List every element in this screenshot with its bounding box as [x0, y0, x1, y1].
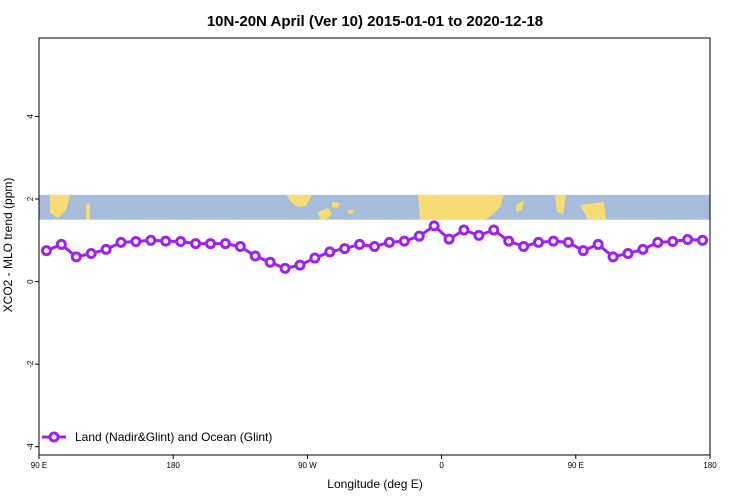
legend-entry-land-ocean: Land (Nadir&Glint) and Ocean (Glint) [75, 430, 272, 444]
x-tick-label: 90 W [298, 461, 317, 470]
legend-marker-swatch [48, 431, 60, 443]
data-point [398, 235, 410, 247]
data-point [339, 243, 351, 255]
data-point [279, 262, 291, 274]
map-land-shape [50, 194, 70, 218]
x-tick-label: 90 E [568, 461, 584, 470]
data-point [518, 241, 530, 252]
data-point [190, 238, 202, 250]
map-land-shape [348, 210, 354, 214]
data-point [204, 238, 216, 250]
data-point [234, 241, 246, 252]
data-point [369, 241, 380, 252]
data-point [264, 256, 276, 268]
data-point [115, 236, 127, 248]
x-tick-label: 90 E [31, 461, 47, 470]
data-point [219, 238, 231, 250]
data-point [682, 233, 694, 245]
data-point [160, 235, 172, 247]
data-point [55, 238, 67, 250]
x-axis: 90 E 180 90 W 0 90 E 180 [31, 455, 717, 470]
data-point [383, 236, 395, 248]
y-tick-label: 0 [26, 279, 35, 284]
y-axis-label: XCO2 - MLO trend (ppm) [1, 178, 15, 313]
data-point [503, 235, 515, 247]
data-point [562, 236, 574, 248]
data-point [473, 229, 485, 241]
data-point [309, 252, 321, 264]
series-layer [40, 220, 709, 274]
data-point [145, 234, 157, 246]
data-point [40, 245, 52, 257]
data-point [428, 220, 440, 232]
data-point [697, 234, 709, 246]
data-point [443, 233, 455, 245]
data-point [607, 251, 619, 263]
data-point [458, 224, 470, 236]
map-land-shape [286, 194, 312, 207]
data-point [577, 245, 589, 257]
data-point [637, 243, 649, 255]
y-tick-label: -2 [26, 360, 35, 368]
data-point [667, 236, 679, 248]
data-point [324, 246, 336, 258]
chart-title: 10N-20N April (Ver 10) 2015-01-01 to 202… [207, 13, 543, 30]
y-tick-label: 4 [26, 114, 35, 119]
y-tick-label: -4 [26, 443, 35, 451]
x-tick-label: 180 [703, 461, 717, 470]
data-point [533, 236, 545, 248]
data-point [354, 238, 366, 250]
data-point [592, 238, 604, 250]
map-land-shape [332, 202, 340, 208]
map-land-shape [555, 194, 566, 214]
map-land-shape [516, 200, 524, 212]
data-point [249, 250, 261, 262]
data-point [130, 236, 142, 248]
data-point [488, 224, 500, 236]
data-point [294, 259, 306, 271]
map-land-shape [418, 194, 504, 220]
map-land-shape [580, 202, 606, 220]
map-ocean-background [39, 194, 710, 220]
legend: Land (Nadir&Glint) and Ocean (Glint) [42, 430, 272, 444]
plot-frame [38, 37, 711, 456]
y-axis: -4 -2 0 2 4 [26, 114, 39, 451]
data-point [85, 248, 97, 260]
world-map-strip [39, 194, 710, 220]
y-tick-label: 2 [26, 196, 35, 201]
data-point [413, 230, 425, 242]
data-point [652, 236, 664, 248]
x-tick-label: 0 [439, 461, 444, 470]
data-point [622, 248, 634, 260]
map-land-shape [86, 203, 90, 220]
data-point [175, 236, 187, 248]
x-axis-label: Longitude (deg E) [327, 477, 422, 491]
map-land-shape [318, 208, 332, 220]
data-point [70, 251, 82, 263]
data-point [547, 235, 559, 247]
x-tick-label: 180 [167, 461, 181, 470]
data-point [100, 243, 112, 255]
